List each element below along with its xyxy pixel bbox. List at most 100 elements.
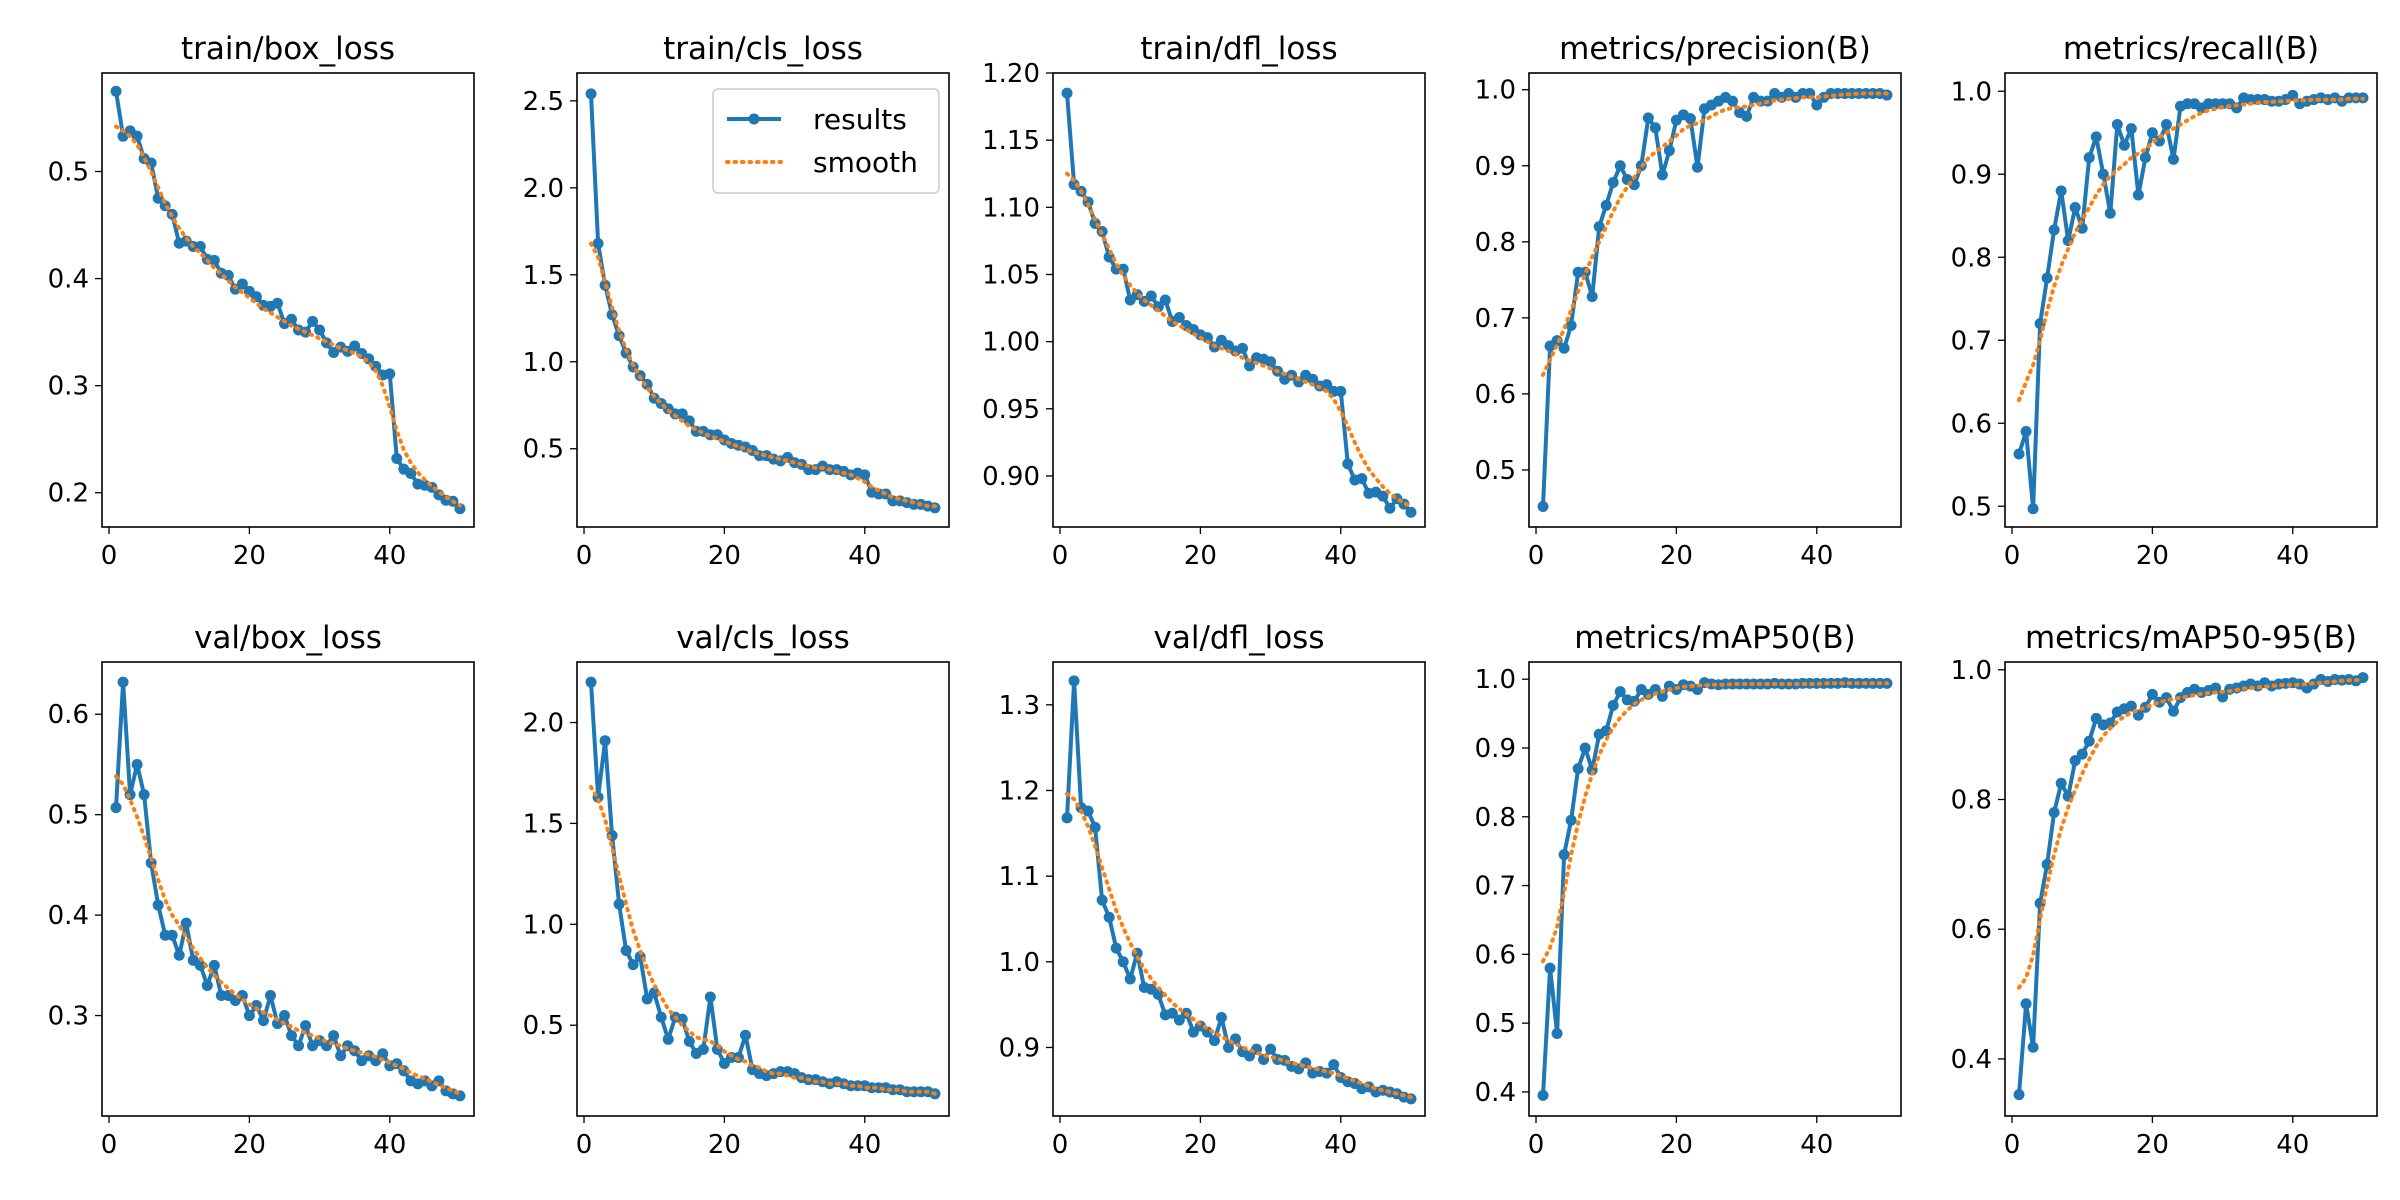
results-point bbox=[278, 1010, 290, 1022]
results-point bbox=[110, 802, 122, 814]
y-tick-label: 1.2 bbox=[999, 776, 1040, 806]
smooth-series-line bbox=[1541, 91, 1889, 377]
results-point bbox=[2153, 135, 2165, 147]
plot-area bbox=[1537, 88, 1893, 512]
results-point bbox=[2083, 152, 2095, 164]
results-point bbox=[2146, 127, 2158, 139]
y-tick-label: 1.5 bbox=[523, 261, 564, 291]
results-point bbox=[1173, 1014, 1185, 1026]
x-tick-label: 40 bbox=[1324, 541, 1357, 571]
y-tick-label: 1.15 bbox=[982, 126, 1040, 156]
results-point bbox=[1663, 145, 1675, 157]
chart-title: train/cls_loss bbox=[663, 31, 863, 67]
results-point bbox=[1727, 95, 1739, 107]
plot-area bbox=[585, 88, 941, 514]
x-tick-label: 0 bbox=[101, 541, 118, 571]
y-tick-label: 1.1 bbox=[999, 862, 1040, 892]
results-point bbox=[1152, 988, 1164, 1000]
results-point bbox=[1124, 973, 1136, 985]
results-point bbox=[2083, 735, 2095, 747]
results-point bbox=[599, 735, 611, 747]
smooth-series-line bbox=[1541, 681, 1889, 964]
x-tick-label: 40 bbox=[1324, 1130, 1357, 1160]
results-point bbox=[655, 1011, 667, 1023]
results-point bbox=[1607, 699, 1619, 711]
y-tick-label: 0.7 bbox=[1475, 304, 1516, 334]
results-point bbox=[1328, 1059, 1340, 1071]
results-point bbox=[1614, 686, 1626, 698]
results-point bbox=[648, 987, 660, 999]
y-tick-label: 0.9 bbox=[999, 1033, 1040, 1063]
results-point bbox=[1600, 725, 1612, 737]
legend-results-marker bbox=[748, 113, 760, 125]
x-tick-label: 20 bbox=[708, 1130, 741, 1160]
x-tick-label: 0 bbox=[576, 541, 593, 571]
axes-frame bbox=[576, 72, 950, 528]
chart-panel: train/cls_loss 0 20 40 0.5 1.0 1.5 2.0 2.5 result… bbox=[523, 31, 950, 571]
results-point bbox=[1572, 763, 1584, 775]
results-point bbox=[307, 315, 319, 327]
results-point bbox=[370, 1055, 382, 1067]
results-point bbox=[286, 1030, 298, 1042]
results-point bbox=[293, 1040, 305, 1052]
smooth-series-line bbox=[1065, 171, 1413, 509]
results-point bbox=[859, 469, 871, 481]
results-point bbox=[152, 899, 164, 911]
y-tick-label: 0.3 bbox=[48, 1002, 89, 1032]
chart-panel: metrics/precision(B) 0 20 40 0.5 0.6 0.7 0.8 0.9… bbox=[1475, 31, 1902, 571]
y-tick-label: 2.5 bbox=[523, 87, 564, 117]
x-tick-label: 40 bbox=[848, 541, 881, 571]
results-point bbox=[2111, 118, 2123, 130]
results-point bbox=[1649, 122, 1661, 134]
x-tick-label: 0 bbox=[101, 1130, 118, 1160]
results-point bbox=[1103, 911, 1115, 923]
axes-frame bbox=[101, 72, 475, 528]
results-point bbox=[2217, 691, 2229, 703]
results-point bbox=[370, 360, 382, 372]
chart-panel: metrics/recall(B) 0 20 40 0.5 0.6 0.7 0.8 0.9 1.0 bbox=[1951, 31, 2378, 571]
results-point bbox=[1068, 675, 1080, 687]
plot-area bbox=[2013, 89, 2369, 515]
results-point bbox=[1741, 110, 1753, 122]
results-point bbox=[1089, 821, 1101, 833]
y-tick-label: 0.7 bbox=[1951, 326, 1992, 356]
results-point bbox=[1614, 160, 1626, 172]
x-tick-label: 40 bbox=[2276, 1130, 2309, 1160]
results-point bbox=[1117, 956, 1129, 968]
results-point bbox=[2055, 185, 2067, 197]
chart-title: train/box_loss bbox=[181, 31, 395, 67]
results-point bbox=[2041, 858, 2053, 870]
results-point bbox=[2104, 207, 2116, 219]
results-point bbox=[1222, 1041, 1234, 1053]
results-point bbox=[2076, 222, 2088, 234]
results-point bbox=[2013, 448, 2025, 460]
y-tick-label: 0.8 bbox=[1951, 243, 1992, 273]
results-point bbox=[2125, 700, 2137, 712]
results-point bbox=[286, 313, 298, 325]
results-point bbox=[2048, 806, 2060, 818]
results-point bbox=[1607, 177, 1619, 189]
x-tick-label: 20 bbox=[2136, 1130, 2169, 1160]
chart-panel: val/cls_loss 0 20 40 0.5 1.0 1.5 2.0 bbox=[523, 620, 950, 1160]
chart-title: metrics/recall(B) bbox=[2063, 31, 2319, 67]
y-tick-label: 0.95 bbox=[982, 395, 1040, 425]
results-point bbox=[627, 959, 639, 971]
results-point bbox=[1811, 99, 1823, 111]
smooth-series-line bbox=[589, 785, 937, 1096]
x-tick-label: 40 bbox=[1800, 541, 1833, 571]
results-point bbox=[300, 1020, 312, 1032]
y-tick-label: 1.00 bbox=[982, 328, 1040, 358]
smooth-series-line bbox=[589, 241, 937, 509]
y-tick-label: 0.4 bbox=[1475, 1078, 1516, 1108]
results-point bbox=[1215, 1011, 1227, 1023]
y-tick-label: 0.6 bbox=[1951, 409, 1992, 439]
chart-panel: metrics/mAP50(B) 0 20 40 0.4 0.5 0.6 0.7 0.8 0.9 1… bbox=[1475, 620, 1902, 1160]
y-tick-label: 1.0 bbox=[999, 948, 1040, 978]
results-point bbox=[2020, 998, 2032, 1010]
x-tick-label: 20 bbox=[708, 541, 741, 571]
results-point bbox=[2069, 201, 2081, 213]
y-tick-label: 0.6 bbox=[1475, 380, 1516, 410]
y-tick-label: 1.5 bbox=[523, 809, 564, 839]
results-point bbox=[405, 467, 417, 479]
x-tick-label: 0 bbox=[1528, 541, 1545, 571]
